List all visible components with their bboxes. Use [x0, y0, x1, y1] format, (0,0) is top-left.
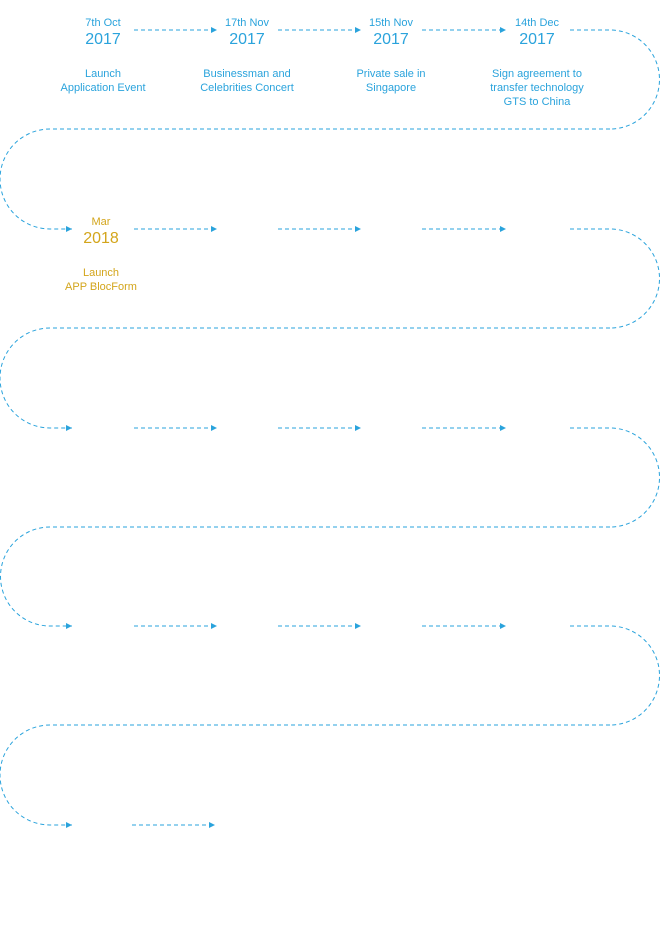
turn-right — [570, 29, 660, 130]
milestone-date: 14th Dec — [514, 17, 560, 29]
milestone-description: Launch Application Event — [38, 67, 168, 95]
description-line: Celebrities Concert — [200, 82, 294, 94]
milestone-year: 2017 — [519, 31, 555, 48]
description-line: Sign agreement to — [492, 68, 582, 80]
turn-left — [0, 327, 72, 431]
turn-right — [570, 427, 660, 528]
milestone-year: 2017 — [85, 31, 121, 48]
milestone-5: Mar 2018 Launch APP BlocForm — [36, 216, 166, 294]
turn-right — [570, 228, 660, 329]
milestone-year: 2018 — [83, 230, 119, 247]
milestone-1: 7th Oct 2017 Launch Application Event — [38, 17, 168, 95]
description-line: Application Event — [60, 82, 146, 94]
turn-left — [0, 128, 72, 232]
milestone-date: 17th Nov — [224, 17, 270, 29]
milestone-year: 2017 — [229, 31, 265, 48]
milestone-date: 7th Oct — [85, 17, 121, 29]
milestone-4: 14th Dec 2017 Sign agreement to transfer… — [472, 17, 602, 109]
milestone-date: 15th Nov — [368, 17, 414, 29]
description-line: Launch — [84, 68, 122, 80]
milestone-date: Mar — [91, 216, 111, 228]
description-line: Launch — [82, 267, 120, 279]
turn-left — [0, 724, 72, 828]
description-line: Singapore — [365, 82, 417, 94]
description-line: APP BlocForm — [65, 281, 137, 293]
milestone-description: Businessman and Celebrities Concert — [182, 67, 312, 95]
description-line: GTS to China — [503, 96, 571, 108]
milestone-2: 17th Nov 2017 Businessman and Celebritie… — [182, 17, 312, 95]
milestone-description: Private sale in Singapore — [326, 67, 456, 95]
milestone-description: Sign agreement to transfer technology GT… — [472, 67, 602, 109]
milestone-year: 2017 — [373, 31, 409, 48]
milestone-description: Launch APP BlocForm — [36, 266, 166, 294]
description-line: Businessman and — [203, 68, 291, 80]
description-line: Private sale in — [356, 68, 426, 80]
turn-right — [570, 625, 660, 726]
turn-left — [0, 526, 72, 629]
description-line: transfer technology — [490, 82, 584, 94]
milestone-3: 15th Nov 2017 Private sale in Singapore — [326, 17, 456, 95]
